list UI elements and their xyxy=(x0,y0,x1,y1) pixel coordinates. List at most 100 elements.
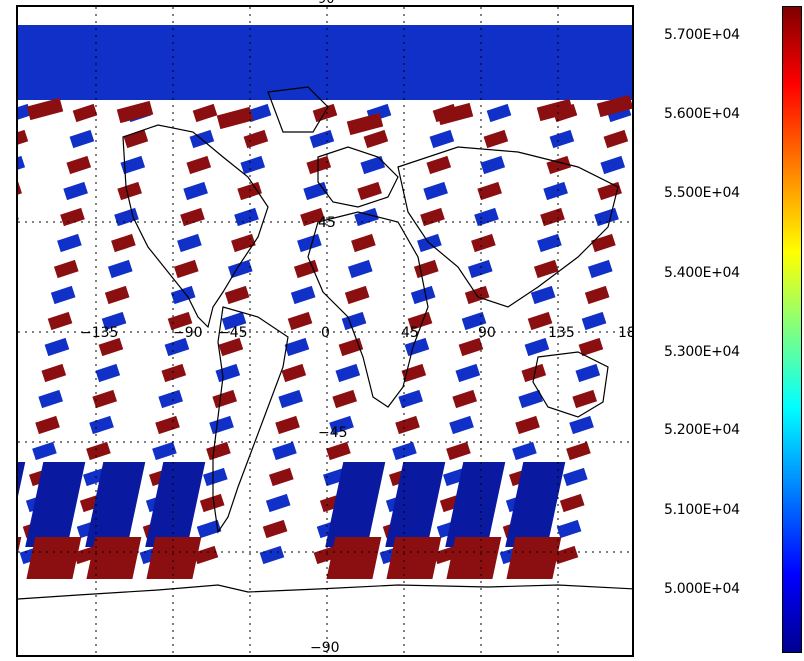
lon-label: 180 xyxy=(618,325,634,341)
swath-segment xyxy=(186,155,212,175)
swath-segment xyxy=(18,207,19,227)
swath-segment xyxy=(524,337,550,357)
swath-block xyxy=(505,462,566,547)
swath-segment xyxy=(116,100,154,124)
greenland-outline xyxy=(267,86,329,133)
swath-segment xyxy=(284,337,310,357)
swath-segment xyxy=(275,415,300,435)
swath-segment xyxy=(26,97,64,121)
swath-segment xyxy=(262,519,288,539)
swath-segment xyxy=(429,129,455,149)
swath-segment xyxy=(66,155,92,175)
swath-segment xyxy=(293,259,319,279)
swath-segment xyxy=(246,103,272,123)
lon-label: 45 xyxy=(401,325,419,341)
swath-segment xyxy=(346,112,384,136)
swath-segment xyxy=(309,129,335,149)
swath-segment xyxy=(357,181,382,201)
australia-outline xyxy=(532,351,609,418)
colorbar-tick-label: 5.600E+04 xyxy=(664,106,740,122)
swath-segment xyxy=(404,337,430,357)
swath-segment xyxy=(455,363,481,383)
swath-segment xyxy=(600,155,626,175)
colorbar-tick-label: 5.000E+04 xyxy=(664,581,740,597)
swath-segment xyxy=(73,545,99,565)
swath-segment xyxy=(477,181,502,201)
swath-segment xyxy=(243,129,269,149)
swath-segment xyxy=(272,441,297,461)
lon-label: 0 xyxy=(321,325,330,341)
swath-segment xyxy=(344,285,370,305)
swath-segment xyxy=(575,363,601,383)
swath-segment xyxy=(60,207,85,227)
swath-segment xyxy=(436,102,474,126)
swath-segment xyxy=(123,129,149,149)
swath-segment xyxy=(423,181,448,201)
swath-block xyxy=(86,537,142,579)
swath-block xyxy=(446,537,502,579)
south-america-outline xyxy=(212,306,289,534)
swath-segment xyxy=(584,285,610,305)
swath-segment xyxy=(290,285,316,305)
swath-segment xyxy=(483,129,509,149)
swath-segment xyxy=(92,389,117,409)
swath-block xyxy=(506,537,562,579)
swath-block xyxy=(85,462,146,547)
lon-label: −135 xyxy=(80,325,118,341)
swath-segment xyxy=(527,311,553,331)
swath-segment xyxy=(537,233,562,253)
swath-segment xyxy=(203,467,228,487)
swath-segment xyxy=(95,363,121,383)
swath-segment xyxy=(155,415,180,435)
swath-segment xyxy=(89,415,114,435)
swath-segment xyxy=(18,181,22,201)
map-panel: −135 −90 −45 0 45 90 135 180 45 −45 −90 xyxy=(16,5,634,657)
swath-block xyxy=(386,537,442,579)
swath-segment xyxy=(164,337,190,357)
africa-outline xyxy=(307,211,429,408)
swath-segment xyxy=(193,545,219,565)
swath-segment xyxy=(347,259,373,279)
swath-segment xyxy=(603,129,629,149)
swath-segment xyxy=(518,389,543,409)
swath-block xyxy=(18,462,26,547)
swath-segment xyxy=(581,311,607,331)
swath-segment xyxy=(486,103,512,123)
lon-label: 90 xyxy=(478,325,496,341)
swath-block xyxy=(25,462,86,547)
colorbar-tick-label: 5.500E+04 xyxy=(664,185,740,201)
swath-segment xyxy=(265,493,291,513)
lat-label-top: 90 xyxy=(318,0,335,7)
swath-segment xyxy=(446,441,471,461)
swath-segment xyxy=(209,415,234,435)
swath-segment xyxy=(536,98,574,122)
swath-segment xyxy=(281,363,307,383)
swath-block xyxy=(145,462,206,547)
swath-segment xyxy=(559,493,585,513)
swath-segment xyxy=(180,207,205,227)
swath-segment xyxy=(158,389,183,409)
swath-segment xyxy=(50,285,76,305)
swath-segment xyxy=(413,259,439,279)
swath-segment xyxy=(467,259,493,279)
swath-segment xyxy=(206,441,231,461)
swath-segment xyxy=(32,441,57,461)
swath-segment xyxy=(114,207,139,227)
swath-segment xyxy=(86,441,111,461)
swath-segment xyxy=(297,233,322,253)
swath-segment xyxy=(351,233,376,253)
swath-segment xyxy=(224,285,250,305)
swath-segment xyxy=(563,467,588,487)
swath-segment xyxy=(546,155,572,175)
swath-segment xyxy=(18,129,29,149)
swath-segment xyxy=(111,233,136,253)
swath-block xyxy=(445,462,506,547)
swath-segment xyxy=(170,285,196,305)
swath-segment xyxy=(452,389,477,409)
coastlines xyxy=(18,86,632,600)
swath-segment xyxy=(53,259,79,279)
colorbar-tick-label: 5.200E+04 xyxy=(664,422,740,438)
swath-segment xyxy=(69,129,95,149)
antarctica-outline xyxy=(18,584,632,600)
polar-coverage-band xyxy=(18,25,632,100)
